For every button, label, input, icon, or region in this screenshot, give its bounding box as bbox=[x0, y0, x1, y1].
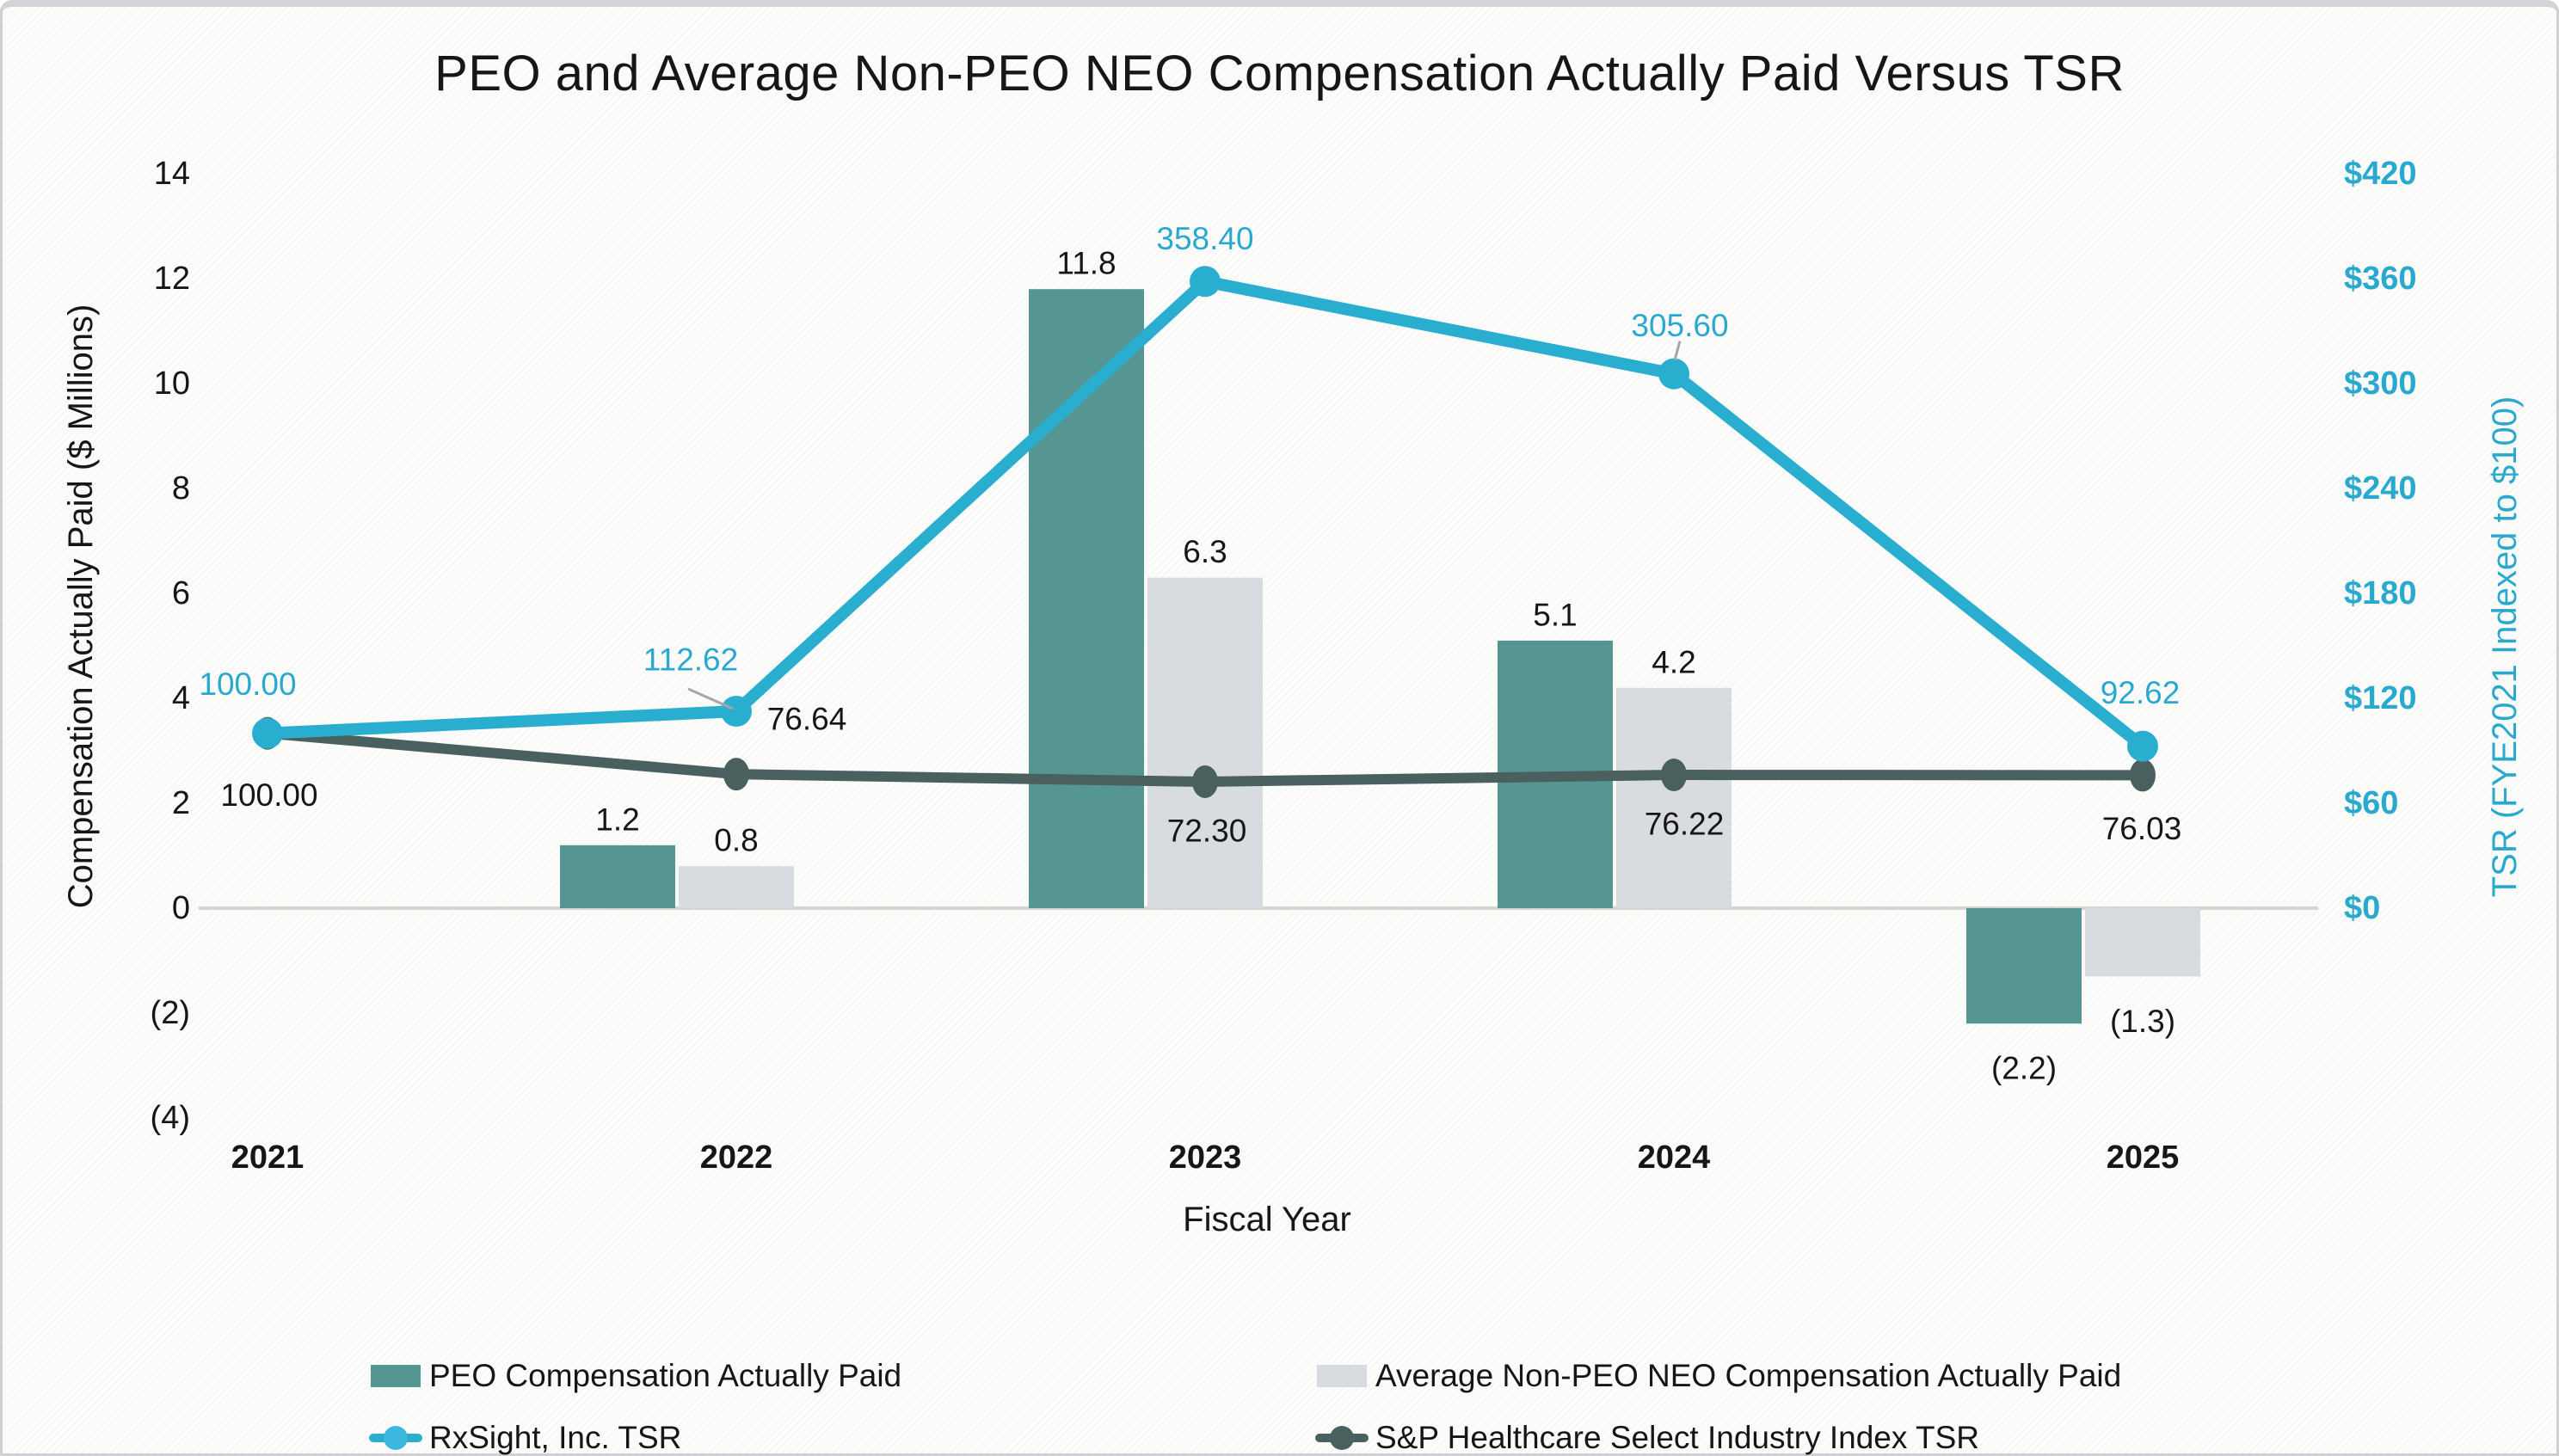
peo-bar-2025 bbox=[1966, 908, 2082, 1024]
neo-bar-2022 bbox=[679, 866, 794, 908]
left-axis-tick-label: 12 bbox=[154, 261, 190, 297]
right-axis-tick-label: $60 bbox=[2344, 785, 2398, 821]
neo-bar-2025 bbox=[2085, 908, 2200, 977]
right-axis-tick-label: $420 bbox=[2344, 156, 2417, 192]
right-axis-title: TSR (FYE2021 Indexed to $100) bbox=[2486, 396, 2524, 898]
neo-bar-2024 bbox=[1616, 687, 1732, 908]
x-tick-label-2023: 2023 bbox=[1169, 1140, 1242, 1176]
left-axis-tick-label: 2 bbox=[172, 785, 190, 821]
left-axis-tick-label: 0 bbox=[172, 890, 190, 926]
rxsight-point-2022 bbox=[721, 696, 752, 728]
rxsight-point-2025 bbox=[2127, 730, 2158, 762]
left-axis-tick-label: 14 bbox=[154, 156, 190, 192]
x-tick-label-2024: 2024 bbox=[1638, 1140, 1711, 1176]
neo-bar-label-2022: 0.8 bbox=[714, 823, 758, 858]
sp-index-label-2025: 76.03 bbox=[2102, 811, 2182, 846]
x-tick-label-2022: 2022 bbox=[700, 1140, 773, 1176]
peo-bar-label-2023: 11.8 bbox=[1056, 246, 1116, 281]
left-axis-tick-label: (2) bbox=[151, 995, 190, 1031]
peo-bar-label-2022: 1.2 bbox=[595, 802, 639, 837]
chart-title: PEO and Average Non-PEO NEO Compensation… bbox=[434, 46, 2125, 101]
x-axis-title: Fiscal Year bbox=[1183, 1201, 1351, 1238]
right-axis-tick-label: $240 bbox=[2344, 470, 2417, 507]
left-axis-title: Compensation Actually Paid ($ Millions) bbox=[62, 304, 100, 909]
neo-bar-2023 bbox=[1147, 577, 1263, 908]
sp-index-point-2023 bbox=[1192, 765, 1218, 798]
sp-index-point-2025 bbox=[2130, 759, 2156, 792]
rxsight-label-2025: 92.62 bbox=[2101, 675, 2181, 710]
right-axis-tick-label: $120 bbox=[2344, 680, 2417, 716]
rxsight-point-2021 bbox=[252, 717, 283, 749]
left-axis-tick-label: 4 bbox=[172, 680, 190, 716]
x-tick-label-2025: 2025 bbox=[2107, 1140, 2180, 1176]
sp-index-point-2022 bbox=[723, 758, 749, 791]
right-axis-tick-label: $300 bbox=[2344, 366, 2417, 402]
sp-index-label-2023: 72.30 bbox=[1167, 813, 1247, 848]
sp-index-point-2024 bbox=[1661, 759, 1687, 792]
neo-bar-label-2023: 6.3 bbox=[1183, 534, 1227, 569]
sp-index-label-2021: 100.00 bbox=[220, 777, 317, 813]
right-axis-tick-label: $0 bbox=[2344, 890, 2380, 926]
sp-index-label-2024: 76.22 bbox=[1645, 807, 1725, 842]
rxsight-label-2023: 358.40 bbox=[1156, 221, 1253, 256]
peo-bar-label-2024: 5.1 bbox=[1533, 597, 1577, 632]
left-axis-tick-label: 8 bbox=[172, 470, 190, 507]
left-axis-tick-label: 10 bbox=[154, 366, 190, 402]
peo-bar-label-2025: (2.2) bbox=[1991, 1051, 2057, 1086]
x-tick-label-2021: 2021 bbox=[231, 1140, 304, 1176]
neo-bar-label-2025: (1.3) bbox=[2110, 1004, 2175, 1039]
rxsight-label-leader-2022 bbox=[687, 687, 734, 710]
left-axis-tick-label: (4) bbox=[151, 1100, 190, 1136]
neo-bar-label-2024: 4.2 bbox=[1652, 644, 1695, 679]
rxsight-label-2021: 100.00 bbox=[199, 667, 296, 702]
sp-index-label-2022: 76.64 bbox=[767, 702, 847, 737]
rxsight-point-2023 bbox=[1190, 266, 1221, 298]
right-axis-tick-label: $180 bbox=[2344, 575, 2417, 611]
peo-bar-2022 bbox=[560, 845, 675, 908]
combo-chart-canvas: 14 12 10 8 6 4 2 0 (2) (4) $420 $360 $300 $240 $180 $12… bbox=[62, 156, 2524, 1238]
rxsight-label-2024: 305.60 bbox=[1631, 308, 1728, 343]
rxsight-label-2022: 112.62 bbox=[643, 642, 738, 678]
peo-bar-2023 bbox=[1029, 289, 1144, 908]
right-axis-tick-label: $360 bbox=[2344, 261, 2417, 297]
rxsight-point-2024 bbox=[1658, 358, 1689, 390]
left-axis-tick-label: 6 bbox=[172, 575, 190, 611]
rxsight-label-leader-2024 bbox=[1673, 341, 1682, 361]
